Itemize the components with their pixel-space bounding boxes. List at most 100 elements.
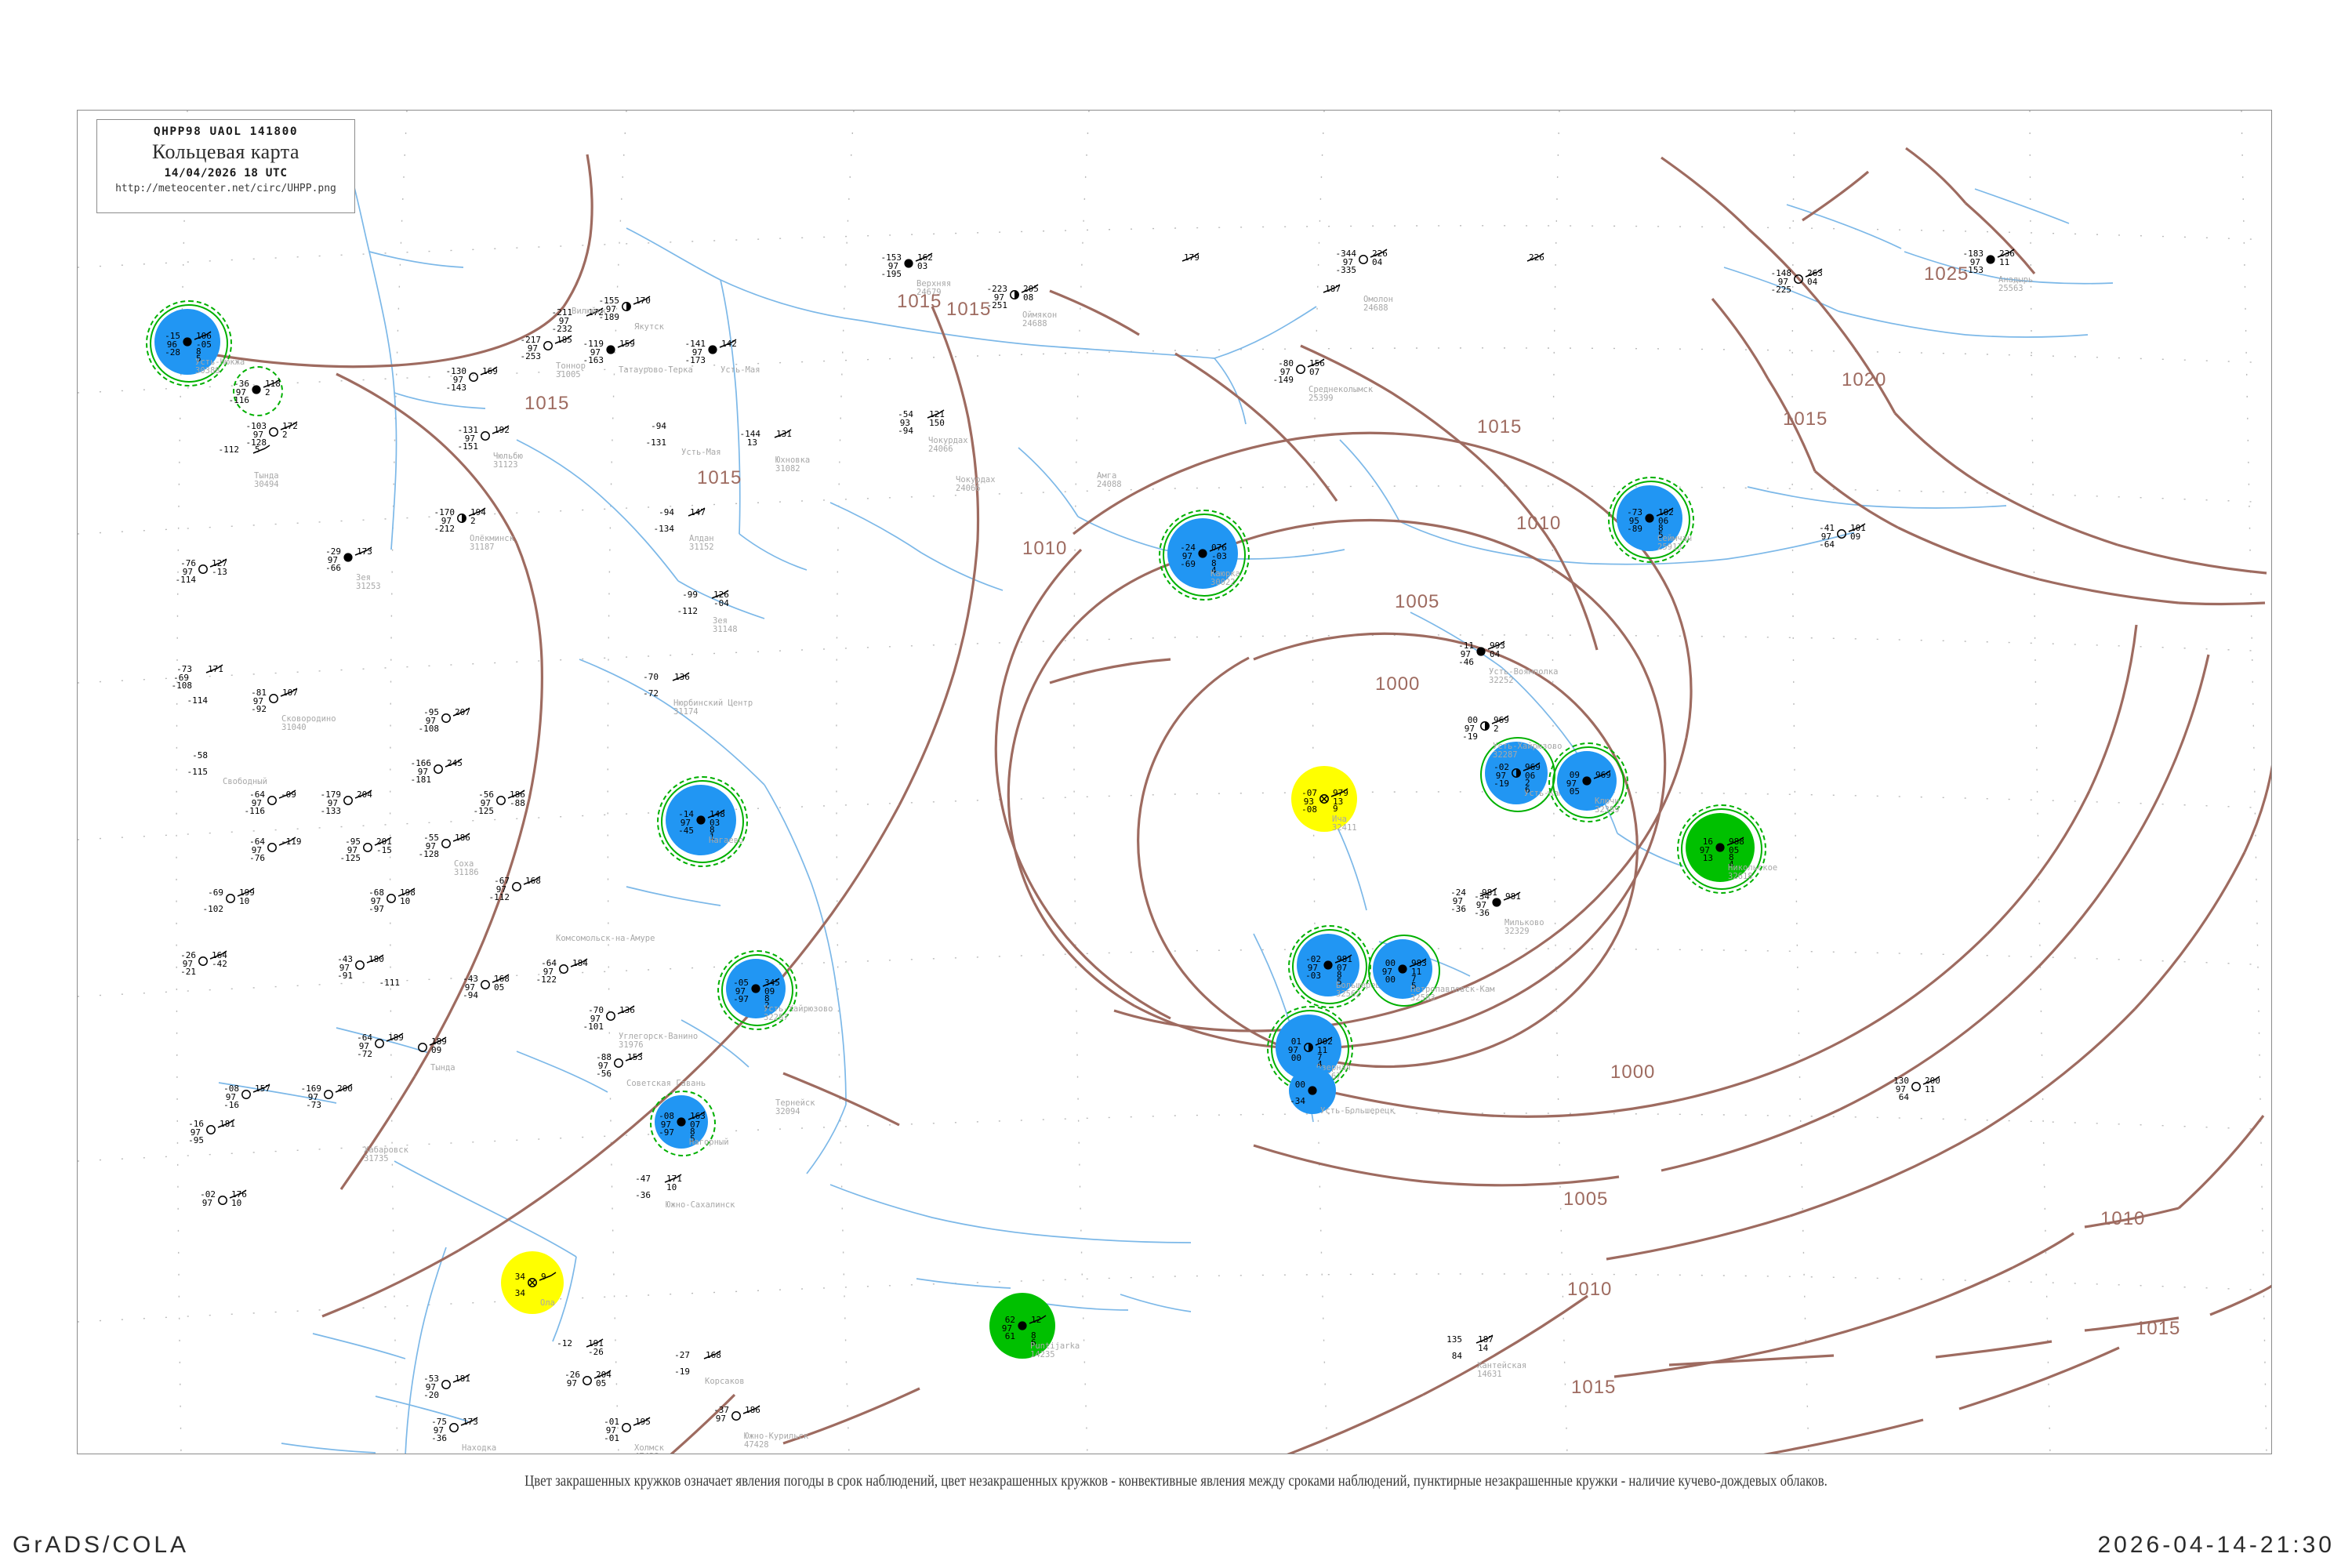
page-title: Кольцевая карта bbox=[151, 140, 300, 163]
station-name: Советская Гавань bbox=[626, 1079, 706, 1088]
station-temperature: -69 bbox=[208, 887, 223, 898]
station-dewpoint: -133 bbox=[320, 806, 342, 816]
station-humidity: 97 bbox=[590, 1014, 601, 1024]
station-temperature: -12 bbox=[557, 1338, 572, 1348]
station-dewpoint: -36 bbox=[635, 1190, 651, 1200]
station-cloud-low: 8 bbox=[196, 347, 201, 357]
station-temperature: -88 bbox=[596, 1052, 612, 1062]
station-tendency: -04 bbox=[713, 598, 729, 608]
station-temperature: 34 bbox=[514, 1272, 525, 1282]
station-temperature: -344 bbox=[1335, 249, 1357, 259]
isobar-label: 1025 bbox=[1924, 263, 1969, 285]
station-dewpoint: -131 bbox=[645, 437, 667, 448]
station-tendency: 07 bbox=[1309, 367, 1320, 377]
station-tendency: -03 bbox=[1211, 551, 1227, 561]
station-temperature: 00 bbox=[1385, 958, 1396, 968]
station-tendency: 05 bbox=[494, 982, 505, 993]
station-humidity: 97 bbox=[1777, 277, 1788, 287]
station-tendency: 150 bbox=[929, 418, 945, 428]
station-temperature: -11 bbox=[1458, 641, 1474, 651]
station-name: Петропавловск-Кам 32583 bbox=[1410, 985, 1495, 1003]
station-humidity: 97 bbox=[480, 798, 491, 808]
station-temperature: -80 bbox=[1278, 358, 1294, 368]
station-temperature: -70 bbox=[588, 1005, 604, 1015]
station-name: Свободный bbox=[223, 777, 267, 786]
source-url: http://meteocenter.net/circ/UHPP.png bbox=[115, 183, 336, 194]
station-humidity: 97 bbox=[464, 434, 475, 444]
station-humidity: 97 bbox=[425, 716, 436, 726]
station-temperature: -166 bbox=[410, 758, 432, 768]
station-dewpoint: -102 bbox=[202, 904, 224, 914]
station-dewpoint: -335 bbox=[1335, 265, 1357, 275]
station-cloud-mid: 5 bbox=[690, 1134, 695, 1144]
station-tendency: 10 bbox=[666, 1182, 677, 1192]
station-temperature: -01 bbox=[604, 1417, 619, 1427]
station-cloud-mid: 4 bbox=[1317, 1059, 1323, 1069]
station-temperature: -70 bbox=[643, 672, 659, 682]
station-humidity: 97 bbox=[1895, 1084, 1906, 1094]
station-humidity: 97 bbox=[543, 967, 554, 977]
station-humidity: 93 bbox=[899, 418, 910, 428]
station-temperature: -131 bbox=[457, 425, 479, 435]
station-cloud-low: 8 bbox=[764, 993, 770, 1004]
station-name: Соха 31186 bbox=[454, 859, 479, 877]
station-humidity: 97 bbox=[1001, 1323, 1012, 1334]
station-temperature: -24 bbox=[1450, 887, 1466, 898]
station-dewpoint: -151 bbox=[457, 441, 479, 452]
station-dewpoint: -116 bbox=[244, 806, 266, 816]
station-temperature: -223 bbox=[986, 284, 1008, 294]
station-dewpoint: -76 bbox=[249, 853, 265, 863]
station-temperature: -29 bbox=[325, 546, 341, 557]
station-humidity: 97 bbox=[660, 1120, 671, 1130]
station-tendency: 2 bbox=[470, 516, 476, 526]
station-cloud-low: 2 bbox=[1525, 778, 1530, 788]
station-tendency: 04 bbox=[1372, 257, 1383, 267]
station-humidity: 97 bbox=[235, 387, 246, 397]
station-name: Углегорск-Ванино 31976 bbox=[619, 1032, 699, 1050]
station-temperature: -56 bbox=[478, 789, 494, 800]
station-name: Южно-Сахалинск bbox=[666, 1200, 735, 1210]
station-name: Среднеколымск 25399 bbox=[1308, 385, 1374, 403]
isobar-label: 1000 bbox=[1610, 1062, 1656, 1083]
station-temperature: -179 bbox=[320, 789, 342, 800]
station-dewpoint: -72 bbox=[357, 1049, 372, 1059]
station-humidity: 97 bbox=[201, 1198, 212, 1208]
station-dewpoint: -36 bbox=[431, 1433, 447, 1443]
station-dewpoint: -36 bbox=[1450, 904, 1466, 914]
station-tendency: 04 bbox=[1807, 277, 1818, 287]
station-dewpoint: 61 bbox=[1004, 1331, 1015, 1341]
station-cloud-low: 8 bbox=[690, 1127, 695, 1137]
station-temperature: -08 bbox=[223, 1083, 239, 1094]
isobar-label: 1010 bbox=[2100, 1208, 2146, 1229]
station-pressure: 12 bbox=[1031, 1315, 1042, 1325]
station-temperature: -37 bbox=[713, 1405, 729, 1415]
station-humidity: 97 bbox=[691, 347, 702, 358]
station-humidity: 97 bbox=[1307, 963, 1318, 973]
station-tendency: 10 bbox=[400, 896, 411, 906]
station-humidity: 97 bbox=[182, 959, 193, 969]
station-temperature: -08 bbox=[659, 1111, 674, 1121]
station-temperature: -170 bbox=[434, 507, 456, 517]
station-tendency: 10 bbox=[231, 1198, 242, 1208]
station-dewpoint: -19 bbox=[1462, 731, 1478, 742]
station-tendency: 11 bbox=[1999, 257, 2010, 267]
legend-caption: Цвет закрашенных кружков означает явлени… bbox=[524, 1472, 1828, 1490]
station-temperature: 130 bbox=[1893, 1076, 1909, 1086]
station-dewpoint: -95 bbox=[188, 1135, 204, 1145]
station-name: Тернейск 32094 bbox=[775, 1098, 815, 1116]
station-temperature: -47 bbox=[635, 1174, 651, 1184]
station-temperature: -217 bbox=[520, 335, 542, 345]
station-cloud-mid: 6 bbox=[1525, 785, 1530, 795]
station-cloud-low: 8 bbox=[1211, 558, 1217, 568]
station-temperature: -153 bbox=[880, 252, 902, 263]
station-name: Усть-Воямполка 32252 bbox=[1489, 667, 1559, 685]
station-name: Омолон 24688 bbox=[1363, 295, 1393, 313]
station-name: Находка bbox=[462, 1443, 497, 1453]
station-humidity: 97 bbox=[566, 1378, 577, 1388]
station-dewpoint: -163 bbox=[583, 355, 604, 365]
station-dewpoint: -28 bbox=[165, 347, 180, 358]
station-temperature: -114 bbox=[187, 695, 209, 706]
station-name: Чокурдах 24066 bbox=[956, 475, 996, 493]
station-tendency: 09 bbox=[431, 1045, 442, 1055]
